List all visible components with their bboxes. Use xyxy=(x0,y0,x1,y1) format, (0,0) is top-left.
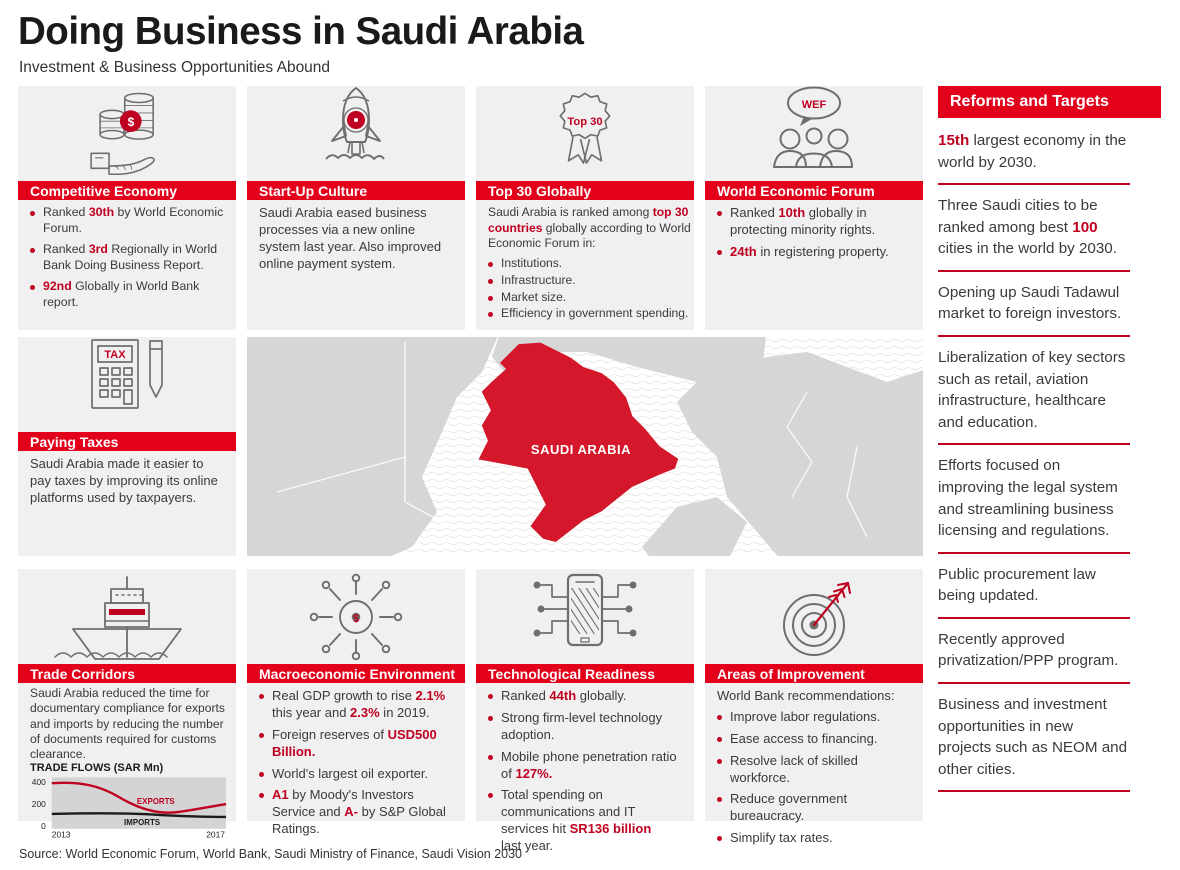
svg-text:$: $ xyxy=(353,613,359,625)
svg-text:400: 400 xyxy=(32,777,46,787)
svg-text:0: 0 xyxy=(41,821,46,831)
svg-text:2013: 2013 xyxy=(52,830,71,839)
svg-text:EXPORTS: EXPORTS xyxy=(137,797,175,806)
svg-text:Top 30: Top 30 xyxy=(567,116,602,128)
svg-text:IMPORTS: IMPORTS xyxy=(124,818,160,827)
svg-text:TAX: TAX xyxy=(104,349,126,361)
svg-text:2017: 2017 xyxy=(206,830,225,839)
svg-text:SAUDI ARABIA: SAUDI ARABIA xyxy=(531,442,631,457)
svg-text:$: $ xyxy=(128,115,135,129)
svg-text:200: 200 xyxy=(32,799,46,809)
svg-text:WEF: WEF xyxy=(802,99,827,111)
